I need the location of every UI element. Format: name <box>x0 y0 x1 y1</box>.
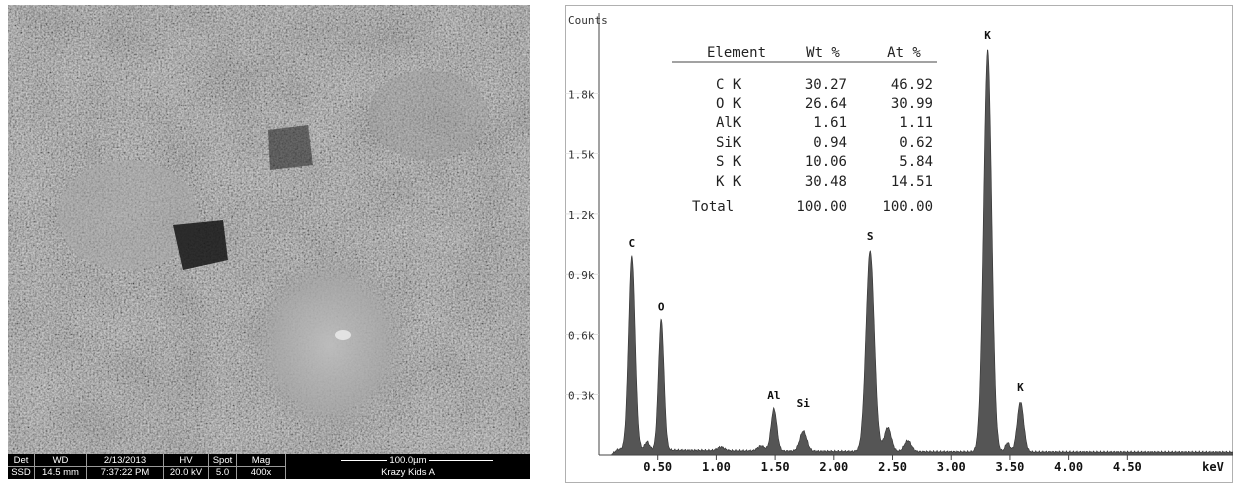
table-row-element: SiK <box>716 135 742 151</box>
table-row-wt: 26.64 <box>805 96 847 112</box>
wd-value: 14.5 mm <box>42 467 79 478</box>
x-tick-label: 3.00 <box>937 460 966 474</box>
mag-value: 400x <box>250 467 272 478</box>
y-tick-label: 0.9k <box>568 269 595 282</box>
table-row-element: O K <box>716 96 742 112</box>
peak-label-al: Al <box>767 389 780 402</box>
mag-label: Mag <box>251 455 271 466</box>
x-tick-label: 4.00 <box>1054 460 1083 474</box>
hv-value: 20.0 kV <box>169 467 203 478</box>
det-value: SSD <box>11 467 31 478</box>
x-tick-label: 3.50 <box>995 460 1024 474</box>
table-row-wt: 10.06 <box>805 154 847 170</box>
eds-spectrum-chart: Counts 0.3k 0.6k 0.9k 1.2k 1.5k 1.8k 0.50 1.00… <box>565 5 1233 483</box>
sem-micrograph-image <box>8 5 530 454</box>
spot-label: Spot <box>212 455 233 466</box>
table-header-at: At % <box>887 45 921 61</box>
peak-label-s: S <box>867 230 874 243</box>
sample-name: Krazy Kids A <box>381 467 435 478</box>
scale-sample-cell: 100.0µm Krazy Kids A <box>286 454 530 479</box>
spectrum-series <box>610 49 1233 456</box>
det-cell: Det SSD <box>8 454 35 479</box>
hv-label: HV <box>179 455 193 466</box>
peak-label-k: K <box>984 29 991 42</box>
table-row-element: AlK <box>716 115 742 131</box>
x-tick-label: 2.00 <box>819 460 848 474</box>
x-tick-label: 0.50 <box>643 460 672 474</box>
time-value: 7:37:22 PM <box>100 467 150 478</box>
table-row-wt: 1.61 <box>813 115 847 131</box>
scale-bar-label-wrap: 100.0µm <box>286 455 530 466</box>
x-tick-label: 1.50 <box>761 460 790 474</box>
table-row-element: S K <box>716 154 742 170</box>
table-row-wt: 30.27 <box>805 77 847 93</box>
scale-bar-label: 100.0µm <box>387 455 429 466</box>
hv-cell: HV 20.0 kV <box>164 454 209 479</box>
table-row-at: 14.51 <box>891 174 933 190</box>
y-tick-label: 0.3k <box>568 390 595 403</box>
eds-spectrum-panel: Counts 0.3k 0.6k 0.9k 1.2k 1.5k 1.8k 0.50 1.00… <box>565 5 1233 483</box>
x-tick-label: 2.50 <box>878 460 907 474</box>
y-axis-ticks: 0.3k 0.6k 0.9k 1.2k 1.5k 1.8k <box>565 88 599 403</box>
peak-label-o: O <box>658 300 665 313</box>
y-axis-title: Counts <box>568 14 608 27</box>
peak-labels: C O Al Si S K K <box>629 29 1025 410</box>
chart-frame <box>565 5 1233 483</box>
x-axis-title: keV <box>1202 460 1224 474</box>
table-row-element: K K <box>716 174 742 190</box>
y-tick-label: 1.5k <box>568 149 595 162</box>
peak-label-si: Si <box>797 397 811 410</box>
mag-cell: Mag 400x <box>237 454 286 479</box>
peak-label-k: K <box>1017 381 1024 394</box>
sem-info-bar: Det SSD WD 14.5 mm 2/13/2013 7:37:22 PM … <box>8 454 530 479</box>
table-row-at: 1.11 <box>899 115 933 131</box>
wd-cell: WD 14.5 mm <box>35 454 87 479</box>
table-row-at: 30.99 <box>891 96 933 112</box>
table-row-wt: 30.48 <box>805 174 847 190</box>
det-label: Det <box>13 455 29 466</box>
table-row-wt: 0.94 <box>813 135 847 151</box>
table-header-wt: Wt % <box>806 45 840 61</box>
x-tick-label: 4.50 <box>1113 460 1142 474</box>
date-label: 2/13/2013 <box>103 455 147 466</box>
table-row-at: 46.92 <box>891 77 933 93</box>
table-header-element: Element <box>707 45 766 61</box>
composition-table: Element Wt % At % C K 30.27 46.92 O K 26… <box>672 45 937 215</box>
wd-label: WD <box>52 455 69 466</box>
y-tick-label: 1.2k <box>568 209 595 222</box>
spot-cell: Spot 5.0 <box>209 454 237 479</box>
y-tick-label: 0.6k <box>568 329 595 342</box>
peak-label-c: C <box>629 237 636 250</box>
table-row-at: 5.84 <box>899 154 933 170</box>
table-row-wt: 100.00 <box>796 199 847 215</box>
x-tick-label: 1.00 <box>702 460 731 474</box>
y-tick-label: 1.8k <box>568 88 595 101</box>
info-bar-divider <box>8 466 286 467</box>
table-row-at: 100.00 <box>882 199 933 215</box>
spot-value: 5.0 <box>215 467 230 478</box>
table-row-at: 0.62 <box>899 135 933 151</box>
table-row-element: C K <box>716 77 742 93</box>
sem-micrograph-panel: Det SSD WD 14.5 mm 2/13/2013 7:37:22 PM … <box>8 5 530 479</box>
x-axis-ticks: 0.50 1.00 1.50 2.00 2.50 3.00 3.50 4.00 4.50 <box>643 455 1142 474</box>
table-row-element: Total <box>692 199 734 215</box>
date-cell: 2/13/2013 7:37:22 PM <box>87 454 164 479</box>
